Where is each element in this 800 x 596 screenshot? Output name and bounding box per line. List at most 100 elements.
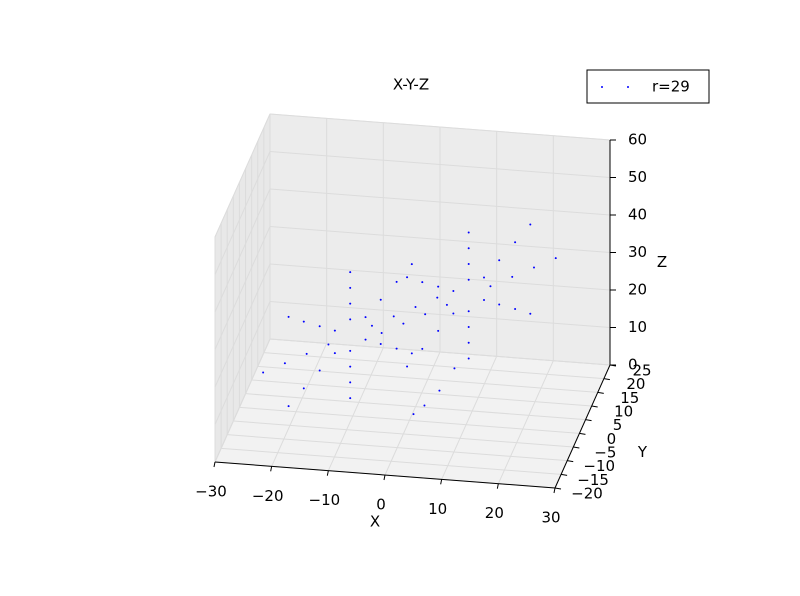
point [349,365,352,368]
point [287,315,290,318]
x-tick-label: −10 [309,491,341,509]
grid-line [239,406,580,434]
point [349,397,352,400]
tick-mark [603,378,610,381]
point [421,347,424,350]
y-tick-label: 5 [613,416,623,434]
tick-mark [554,487,562,490]
point [483,299,486,302]
point [364,316,367,319]
point [489,285,492,288]
y-tick-label: −15 [577,471,609,489]
grid-line [271,343,328,467]
point [349,286,352,289]
x-tick-label: −20 [252,487,284,505]
point [467,326,470,329]
grid-line [221,447,562,475]
point [445,303,448,306]
point [349,381,352,384]
legend-box [586,69,710,104]
point [392,315,395,318]
grid-line [214,113,271,238]
point [395,280,398,283]
point [287,405,290,408]
z-tick-label: 20 [628,281,647,299]
point [302,320,305,323]
tick-mark [213,461,216,468]
point [498,259,501,262]
grid-line [269,113,611,141]
point [437,285,440,288]
grid-line [441,356,498,480]
point [349,302,352,305]
point [529,223,532,226]
z-tick-label: 50 [628,168,647,186]
grid-line [214,226,271,350]
grid-line [214,263,271,388]
point [529,312,532,315]
point [421,281,424,284]
axis-line [554,364,611,489]
tick-mark [496,483,499,489]
point [467,341,470,344]
grid-line [251,379,592,407]
grid-line [269,338,611,366]
y-tick-label: 25 [632,362,651,380]
grid-line [384,351,441,476]
point [327,343,330,346]
legend: r=29 [586,69,710,104]
x-tick-label: 10 [428,500,447,518]
point [453,367,456,370]
point [370,324,373,327]
point [467,278,470,281]
legend-marker [627,86,629,88]
point [467,357,470,360]
z-tick-label: 0 [628,356,638,374]
point [349,318,352,321]
tick-mark [585,419,592,422]
point [349,349,352,352]
point [379,343,382,346]
y-tick-label: −5 [594,444,616,462]
point [283,362,286,365]
tick-mark [597,391,604,394]
grid-line [214,301,271,425]
point [467,231,470,234]
point [302,387,305,390]
point [437,329,440,332]
point [414,306,417,309]
point [423,404,426,407]
tick-mark [579,432,586,435]
point [402,322,405,325]
tick-mark [561,473,568,476]
legend-marker [601,86,603,88]
grid-line [214,151,271,275]
grid-line [269,151,611,178]
y-tick-label: −10 [583,457,615,475]
x-tick-label: −30 [195,483,227,501]
panes [214,113,611,489]
point [498,303,501,306]
point [467,247,470,250]
grid-line [327,347,384,471]
point [514,308,517,311]
legend-label: r=29 [652,78,690,96]
point [412,413,415,416]
grid-line [214,338,271,463]
tick-mark [573,446,580,449]
point [554,257,557,260]
x-tick-label: 30 [541,509,560,527]
tick-mark [440,479,443,485]
y-tick-label: −20 [571,485,603,503]
grid-line [269,263,611,291]
grid-line [227,434,568,462]
point [379,298,382,301]
z-tick-label: 60 [628,131,647,149]
tick-mark [326,470,329,476]
x-tick-label: 0 [376,496,386,514]
point [483,276,486,279]
grid-line [214,188,271,313]
point [514,241,517,244]
